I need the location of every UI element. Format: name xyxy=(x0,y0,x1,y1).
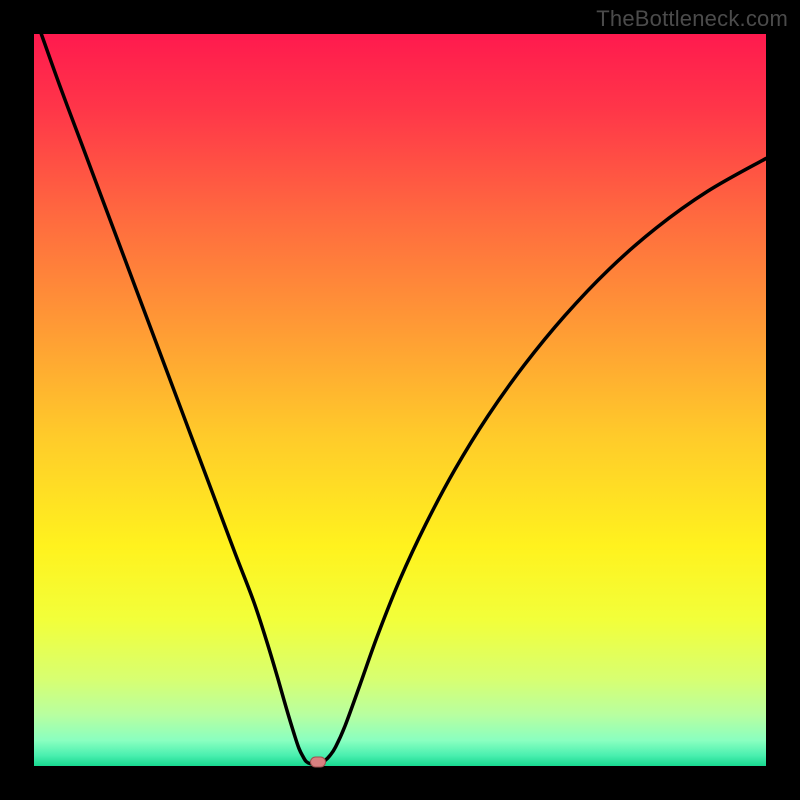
watermark-text: TheBottleneck.com xyxy=(596,6,788,32)
chart-frame: TheBottleneck.com xyxy=(0,0,800,800)
valley-marker xyxy=(310,756,326,767)
gradient-background xyxy=(34,34,766,766)
plot-area xyxy=(34,34,766,766)
plot-svg xyxy=(34,34,766,766)
